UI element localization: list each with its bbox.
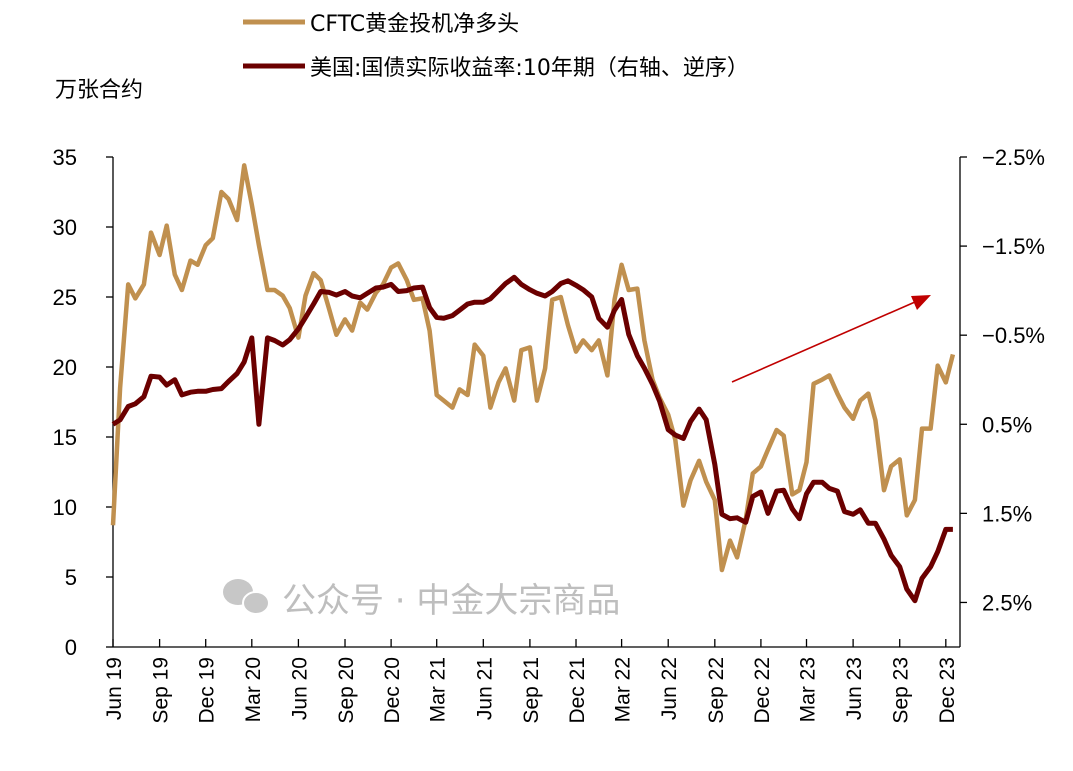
trend-arrow	[731, 295, 931, 383]
x-tick-label: Jun 23	[843, 657, 866, 720]
x-tick-label: Mar 23	[797, 657, 820, 722]
x-tick-label: Dec 20	[381, 657, 404, 724]
x-tick-label: Mar 20	[242, 657, 265, 722]
axes: 0 5 10 15 20 25 30 35 −2.5% −1.5% −0.5% 0.5% 1.5% 2.5…	[53, 145, 1045, 724]
legend-label-yield: 美国:国债实际收益率:10年期（右轴、逆序）	[310, 56, 749, 81]
left-tick-label: 25	[53, 285, 77, 310]
x-tick-label: Dec 22	[751, 657, 774, 724]
x-tick-label: Sep 22	[705, 657, 728, 724]
x-tick-label: Jun 19	[103, 657, 126, 720]
x-tick-label: Jun 21	[473, 657, 496, 720]
watermark-text: 公众号 · 中金大宗商品	[282, 581, 620, 621]
wechat-icon	[223, 579, 270, 615]
x-tick-label: Sep 21	[520, 657, 543, 724]
right-tick-label: −2.5%	[982, 145, 1045, 170]
x-tick-label: Dec 19	[196, 657, 219, 724]
left-axis-label: 万张合约	[55, 78, 143, 103]
right-tick-label: 0.5%	[982, 412, 1032, 437]
x-tick-label: Jun 20	[288, 657, 311, 720]
left-tick-label: 30	[53, 215, 77, 240]
left-tick-label: 5	[65, 565, 77, 590]
left-tick-label: 10	[53, 495, 77, 520]
arrow-head-icon	[911, 295, 931, 310]
left-tick-label: 15	[53, 425, 77, 450]
series-line-gold	[110, 163, 956, 573]
x-tick-label: Mar 21	[427, 657, 450, 722]
left-tick-label: 0	[65, 635, 77, 660]
x-tick-label: Dec 23	[936, 657, 959, 724]
x-tick-label: Mar 22	[612, 657, 635, 722]
arrow-shaft	[731, 301, 916, 383]
right-tick-label: 1.5%	[982, 501, 1032, 526]
left-tick-label: 20	[53, 355, 77, 380]
right-tick-label: −1.5%	[982, 234, 1045, 259]
right-tick-label: −0.5%	[982, 323, 1045, 348]
right-tick-label: 2.5%	[982, 590, 1032, 615]
legend: CFTC黄金投机净多头 美国:国债实际收益率:10年期（右轴、逆序）	[243, 12, 749, 81]
watermark: 公众号 · 中金大宗商品	[223, 579, 620, 621]
x-tick-label: Jun 22	[658, 657, 681, 720]
x-tick-label: Dec 21	[566, 657, 589, 724]
x-tick-label: Sep 19	[150, 657, 173, 724]
x-tick-label: Sep 20	[335, 657, 358, 724]
series-line-yield	[111, 274, 953, 604]
series-lines	[110, 163, 956, 604]
left-tick-label: 35	[53, 145, 77, 170]
x-tick-label: Sep 23	[890, 657, 913, 724]
legend-label-gold: CFTC黄金投机净多头	[310, 12, 519, 37]
